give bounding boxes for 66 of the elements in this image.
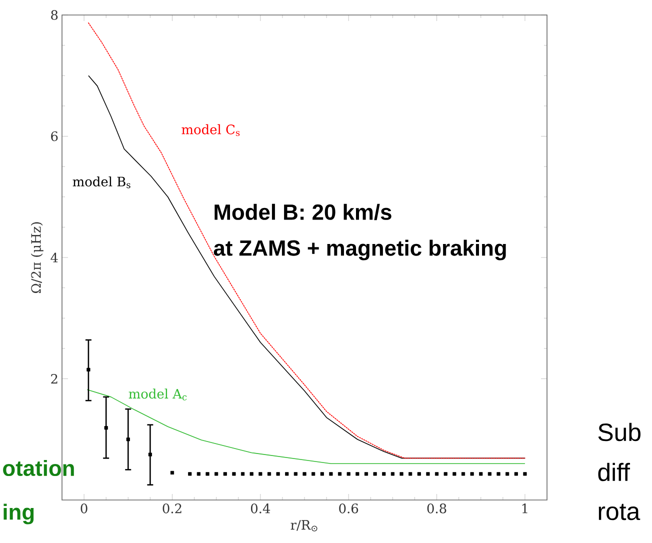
point: [417, 472, 421, 476]
x-axis-title: r/R$_{⊙}$: [290, 520, 318, 532]
point: [267, 472, 272, 476]
point: [214, 472, 218, 476]
point: [148, 452, 152, 456]
point: [496, 472, 500, 476]
point: [302, 472, 306, 476]
point: [514, 472, 518, 476]
point: [285, 472, 289, 476]
y-tick-label: 6: [51, 131, 58, 142]
point: [390, 472, 394, 476]
point: [452, 472, 456, 476]
text: diff: [598, 462, 630, 482]
x-tick-label: 0.2: [162, 504, 182, 514]
point: [373, 472, 377, 476]
point: [188, 472, 192, 476]
x-tick-label: 0.8: [427, 504, 446, 514]
point: [470, 472, 474, 476]
text: ing: [4, 504, 34, 524]
x-tick-label: 1: [522, 504, 528, 514]
series-label: model B$_{s}$: [72, 176, 130, 188]
point: [170, 470, 174, 475]
point: [479, 472, 483, 476]
point: [461, 472, 466, 476]
y-tick-label: 8: [51, 10, 58, 20]
point: [240, 472, 245, 476]
annotation: Model B: 20 km/s: [214, 204, 392, 220]
point: [206, 472, 210, 476]
annotation: at ZAMS + magnetic braking: [214, 240, 506, 260]
point: [382, 472, 386, 476]
point: [488, 472, 492, 476]
point: [196, 472, 200, 476]
point: [400, 472, 404, 476]
point: [329, 472, 333, 476]
point: [426, 472, 430, 476]
text: model C$_{s}$: [182, 124, 240, 136]
x-tick-label: 0: [80, 504, 88, 514]
point: [223, 472, 227, 476]
point: [320, 472, 324, 476]
point: [250, 472, 254, 476]
text: Sub: [598, 422, 640, 442]
x-tick-label: 0.4: [250, 504, 270, 514]
point: [276, 472, 280, 476]
y-tick-label: 2: [51, 374, 58, 384]
point: [126, 438, 130, 442]
y-axis-title: Ω/2π (μHz): [30, 222, 44, 294]
point: [364, 472, 368, 476]
point: [444, 472, 448, 476]
point: [434, 472, 439, 476]
point: [338, 472, 342, 476]
x-tick-label: 0.6: [339, 504, 358, 514]
annotation: otation: [3, 460, 74, 476]
text: rota: [598, 504, 640, 520]
point: [506, 472, 510, 476]
point: [232, 472, 236, 476]
point: [86, 368, 90, 372]
series-label: model A$_{c}$: [128, 388, 187, 400]
point: [408, 472, 412, 476]
point: [346, 472, 350, 476]
point: [104, 426, 108, 430]
point: [312, 472, 316, 476]
point: [356, 472, 360, 476]
point: [523, 472, 527, 476]
point: [294, 472, 298, 476]
point: [258, 472, 262, 476]
y-tick-label: 4: [50, 252, 58, 262]
